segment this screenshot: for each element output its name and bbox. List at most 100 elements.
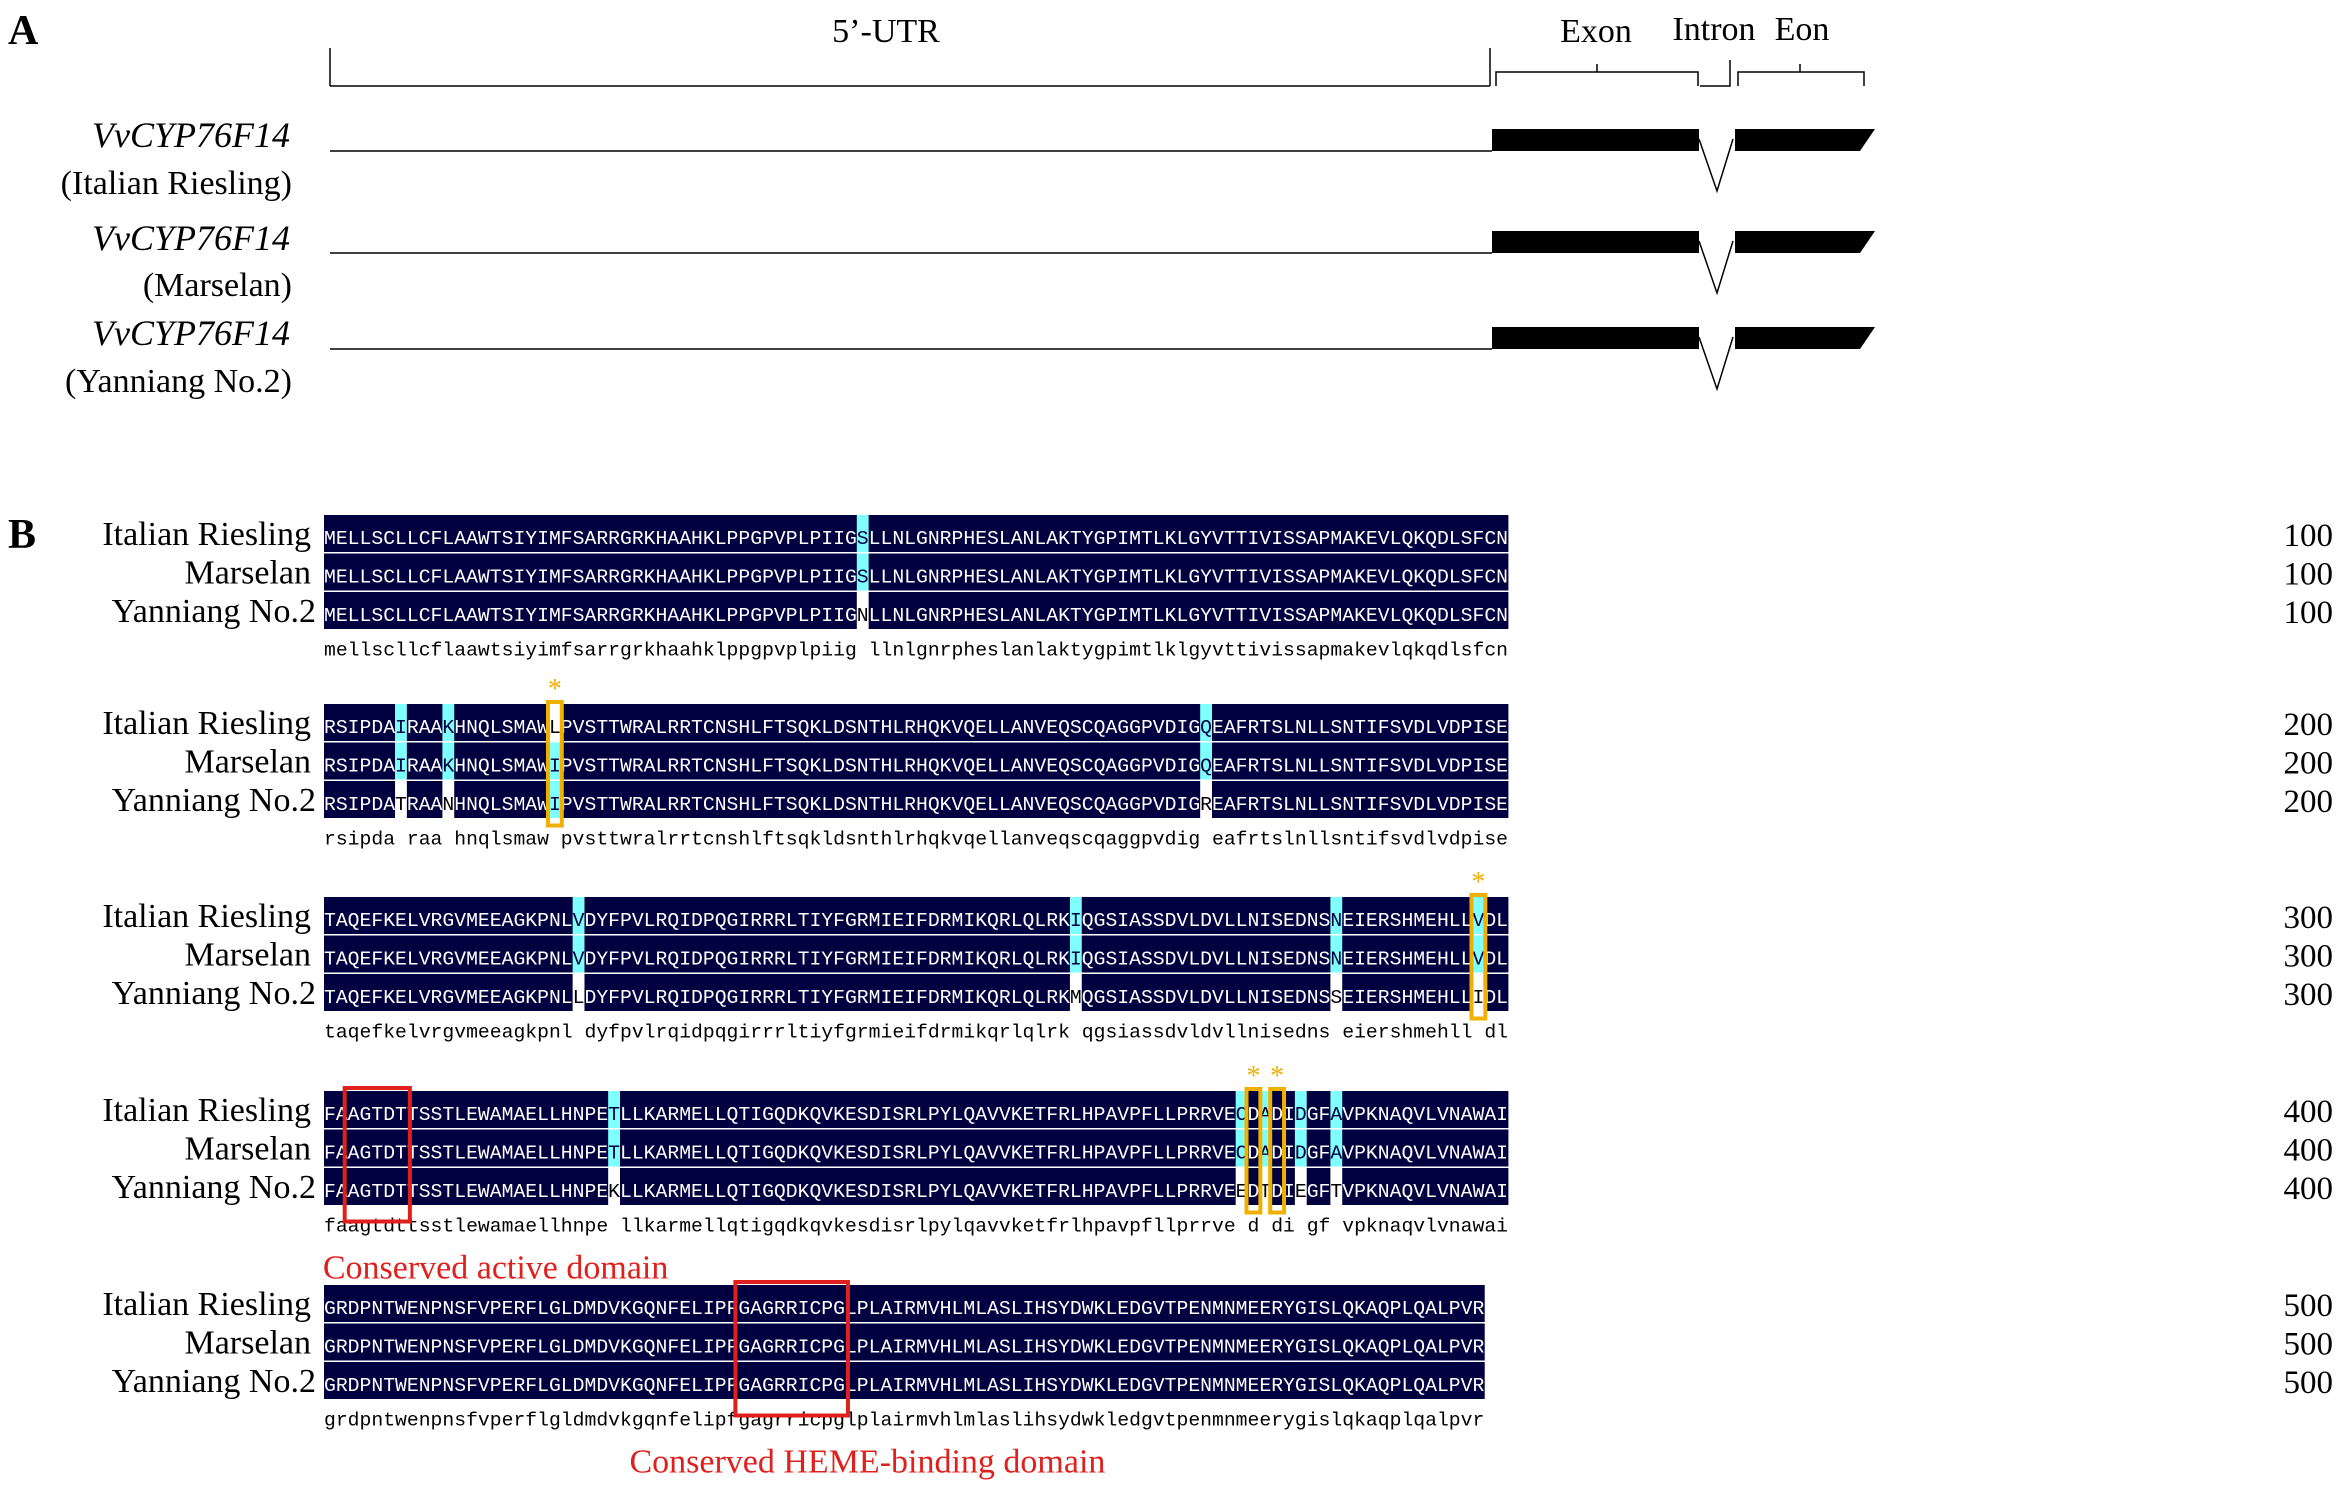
residue-cell: [335, 553, 349, 591]
eon-bracket: [1737, 64, 1865, 86]
residue-cell: [702, 553, 716, 591]
residue-cell: [679, 515, 692, 552]
panel-b: B Italian Riesling 100 MELLSCLLCFLAAWTSIYI…: [8, 512, 2333, 1481]
residue-count: 200: [2284, 784, 2334, 820]
exon-bracket: [1495, 64, 1699, 86]
aligned-sequence: GRDPNTWENPNSFVPERFLGLDMDVKGQNFELIPFGAGRR…: [324, 1298, 1484, 1320]
residue-cell: [1200, 553, 1213, 591]
residue-cell: [501, 515, 514, 552]
residue-cell: [537, 515, 550, 552]
exon-2-block: [1735, 231, 1875, 253]
residue-count: 400: [2284, 1094, 2334, 1130]
gene-track: VvCYP76F14 (Italian Riesling): [61, 115, 1875, 202]
residue-count: 500: [2284, 1365, 2334, 1401]
exon-1-block: [1492, 129, 1699, 151]
aligned-sequence: MELLSCLLCFLAAWTSIYIMFSARRGRKHAAHKLPPGPVP…: [324, 605, 1508, 627]
consensus-sequence: grdpntwenpnsfvperflgldmdvkgqnfelipfgagrr…: [324, 1410, 1484, 1432]
residue-cell: [1200, 515, 1213, 552]
intron-line: [1698, 336, 1734, 392]
sequence-name: Yanniang No.2: [112, 782, 316, 819]
residue-cell: [359, 553, 372, 591]
residue-cell: [856, 553, 870, 591]
residue-cell: [667, 515, 680, 552]
alignment-row: Marselan 200 RSIPDAIRAAKHNQLSMAWIPVSTTWRAL…: [184, 742, 2333, 782]
residue-cell: [987, 553, 1000, 591]
residue-cell: [773, 553, 787, 591]
residue-cell: [1294, 553, 1308, 591]
residue-cell: [762, 553, 775, 591]
consensus-sequence: mellscllcflaawtsiyimfsarrgrkhaahklppgpvp…: [324, 640, 1508, 662]
residue-cell: [1105, 515, 1118, 552]
residue-cell: [1105, 553, 1118, 591]
residue-cell: [1022, 515, 1035, 552]
residue-cell: [1093, 515, 1106, 552]
exon-2-block: [1735, 327, 1875, 349]
utr-label: 5’-UTR: [832, 13, 940, 50]
residue-cell: [1081, 515, 1094, 552]
variable-site-asterisk: *: [1471, 867, 1485, 898]
residue-cell: [1271, 553, 1284, 591]
alignment-row: Marselan 500 GRDPNTWENPNSFVPERFLGLDMDVKGQN…: [184, 1323, 2333, 1363]
residue-cell: [324, 515, 337, 552]
residue-cell: [1058, 553, 1071, 591]
residue-cell: [951, 553, 964, 591]
residue-cell: [691, 553, 704, 591]
residue-cell: [347, 553, 360, 591]
alignment-row: Yanniang No.2 500 GRDPNTWENPNSFVPERFLGLDMD…: [112, 1362, 2333, 1401]
sequence-name: Italian Riesling: [102, 1286, 311, 1323]
residue-cell: [395, 515, 408, 552]
sequence-name: Marselan: [184, 1131, 311, 1168]
residue-cell: [1010, 515, 1023, 552]
alignment-row: Italian Riesling 500 GRDPNTWENPNSFVPERFLGL…: [102, 1285, 2333, 1324]
alignment-block: Italian Riesling 100 MELLSCLLCFLAAWTSIYIMF…: [102, 515, 2333, 662]
residue-cell: [880, 515, 893, 552]
sequence-name: Italian Riesling: [102, 1092, 311, 1129]
residue-cell: [501, 553, 514, 591]
residue-cell: [762, 515, 775, 552]
residue-cell: [773, 515, 787, 552]
residue-cell: [430, 553, 443, 591]
residue-cell: [1496, 515, 1509, 552]
residue-cell: [1389, 515, 1402, 552]
residue-cell: [1212, 515, 1225, 552]
residue-cell: [655, 515, 668, 552]
residue-cell: [1283, 553, 1296, 591]
residue-cell: [785, 515, 798, 552]
row-cells: [324, 515, 1509, 552]
residue-cell: [726, 515, 739, 552]
alignment-row: Italian Riesling 100 MELLSCLLCFLAAWTSIYIMF…: [102, 515, 2333, 554]
residue-cell: [856, 515, 870, 552]
residue-cell: [785, 553, 798, 591]
sequence-name: Marselan: [184, 1325, 311, 1362]
gene-name: VvCYP76F14: [92, 218, 290, 258]
residue-cell: [1448, 515, 1462, 552]
residue-cell: [951, 515, 964, 552]
residue-cell: [608, 553, 621, 591]
sequence-alignment: Italian Riesling 100 MELLSCLLCFLAAWTSIYIMF…: [102, 515, 2333, 1481]
residue-cell: [1223, 515, 1237, 552]
residue-cell: [916, 553, 929, 591]
residue-cell: [418, 553, 431, 591]
residue-cell: [537, 553, 550, 591]
residue-cell: [750, 515, 763, 552]
residue-cell: [347, 515, 360, 552]
domain-annotation: Conserved active domain: [323, 1250, 669, 1287]
residue-cell: [1247, 515, 1260, 552]
residue-cell: [963, 515, 976, 552]
residue-cell: [1140, 515, 1154, 552]
utr-bracket: [329, 48, 1491, 87]
residue-cell: [631, 553, 645, 591]
residue-cell: [1318, 515, 1331, 552]
residue-count: 300: [2284, 939, 2334, 975]
residue-count: 200: [2284, 707, 2334, 743]
residue-cell: [1460, 515, 1473, 552]
residue-cell: [1354, 515, 1367, 552]
residue-cell: [548, 553, 562, 591]
residue-cell: [880, 553, 893, 591]
residue-cell: [430, 515, 443, 552]
residue-cell: [987, 515, 1000, 552]
intron-bracket: [1700, 60, 1731, 87]
residue-cell: [383, 553, 396, 591]
alignment-block: Italian Riesling 400 FAAGTDTTSSTLEWAMAELLH…: [102, 1061, 2333, 1287]
